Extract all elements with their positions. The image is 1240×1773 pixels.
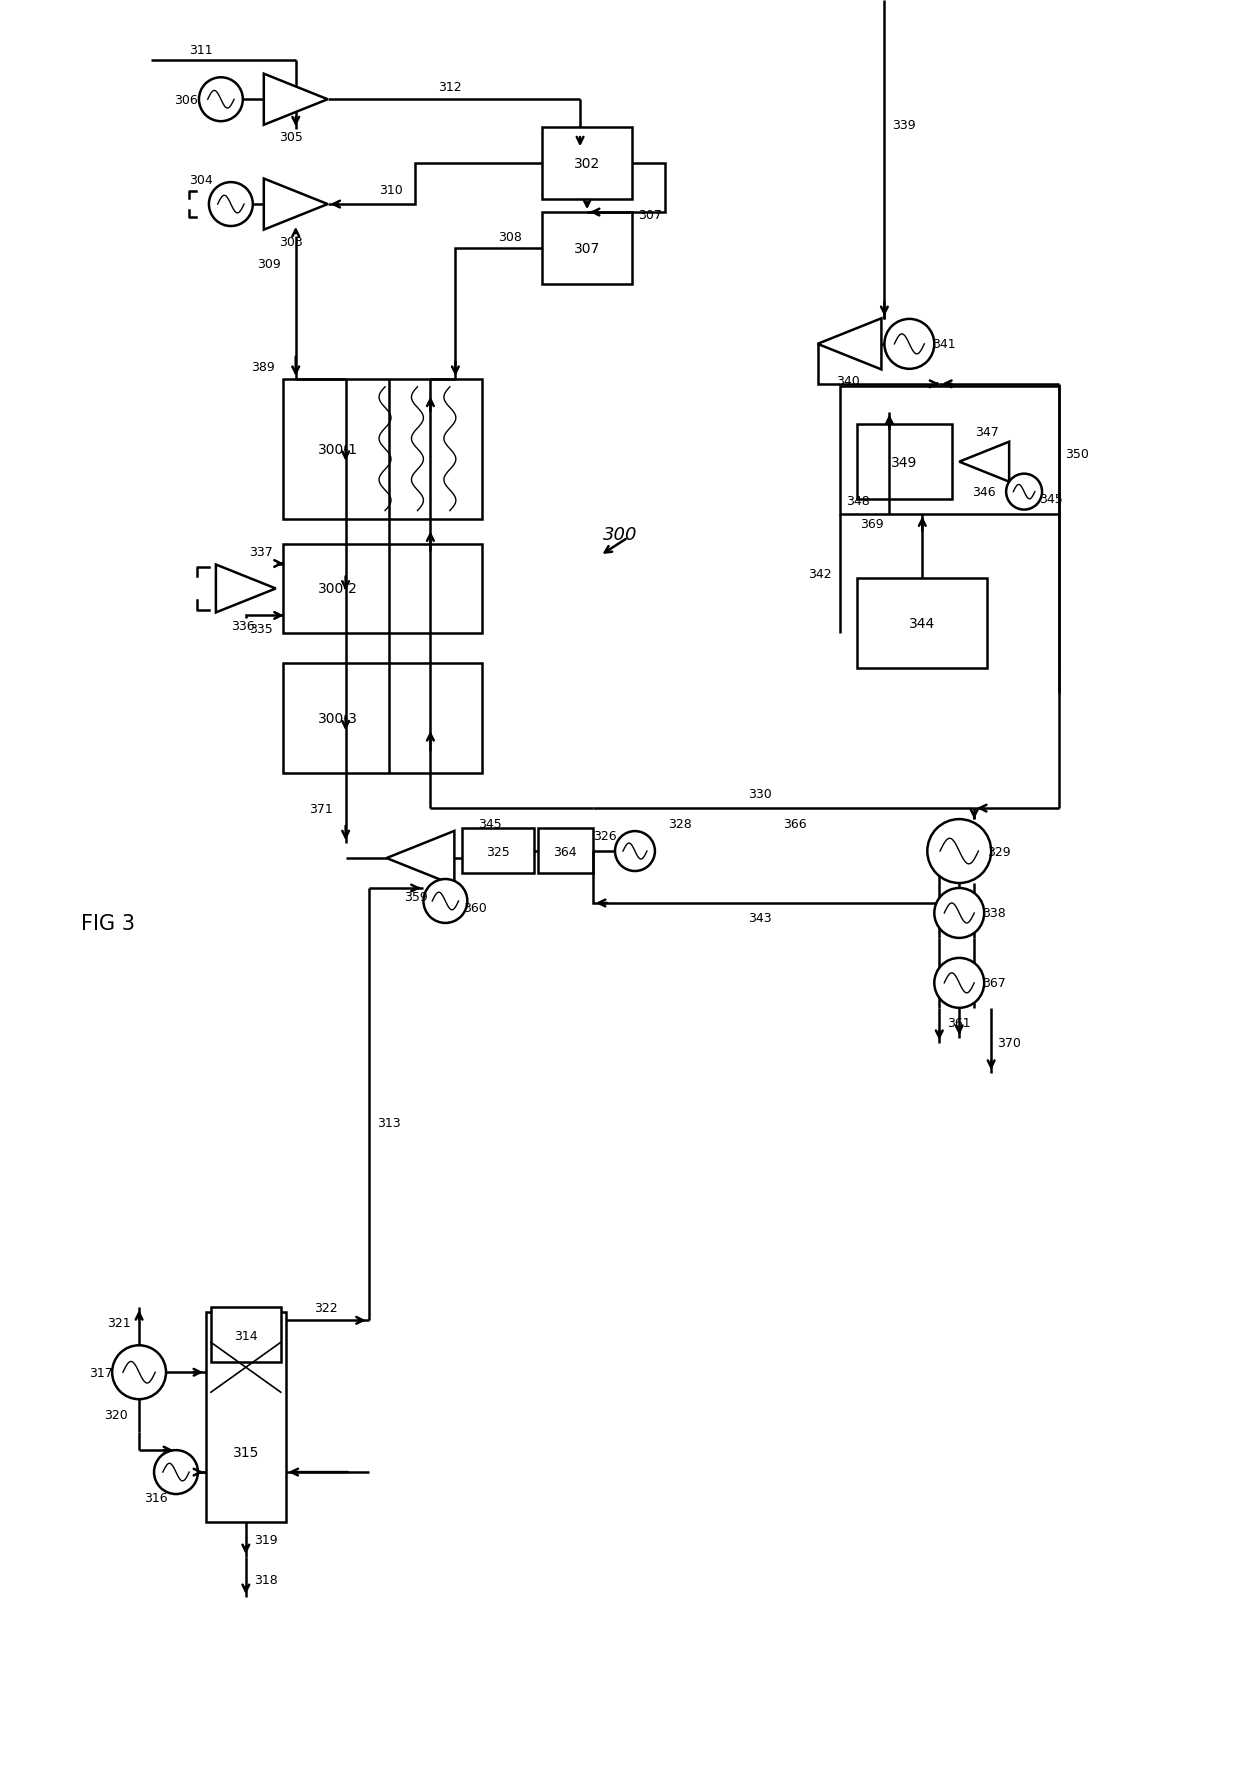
Text: 342: 342 [807, 567, 831, 582]
Text: 367: 367 [982, 977, 1006, 989]
Polygon shape [817, 319, 882, 371]
Text: 360: 360 [464, 902, 487, 915]
Polygon shape [960, 443, 1009, 482]
Circle shape [934, 959, 985, 1009]
Polygon shape [387, 832, 454, 886]
Text: 310: 310 [378, 183, 403, 197]
Text: 300: 300 [603, 525, 637, 543]
Text: 308: 308 [498, 230, 522, 243]
Polygon shape [264, 179, 327, 230]
Text: 339: 339 [893, 119, 916, 131]
Bar [858, 424, 952, 500]
Text: 316: 316 [144, 1491, 167, 1504]
Bar [206, 1312, 285, 1523]
Text: 346: 346 [972, 486, 996, 498]
Text: 322: 322 [314, 1301, 337, 1314]
Polygon shape [264, 74, 327, 126]
Circle shape [154, 1450, 198, 1495]
Bar [463, 828, 534, 874]
Text: FIG 3: FIG 3 [81, 913, 135, 933]
Text: 344: 344 [909, 617, 935, 631]
Text: 350: 350 [1065, 449, 1089, 461]
Text: 317: 317 [89, 1365, 113, 1379]
Bar [283, 544, 482, 635]
Text: 389: 389 [250, 362, 275, 374]
Circle shape [1006, 475, 1042, 511]
Bar [839, 387, 1059, 514]
Text: 312: 312 [439, 82, 463, 94]
Circle shape [423, 879, 467, 924]
Text: 302: 302 [574, 158, 600, 170]
Text: 309: 309 [257, 259, 280, 271]
Bar [211, 1308, 280, 1362]
Text: 338: 338 [982, 908, 1006, 920]
Text: 321: 321 [108, 1316, 131, 1330]
Text: 369: 369 [859, 518, 883, 530]
Text: 305: 305 [279, 131, 303, 144]
Text: 328: 328 [668, 817, 692, 830]
Text: 343: 343 [748, 911, 771, 926]
Text: 341: 341 [932, 339, 956, 351]
Text: 335: 335 [249, 622, 273, 635]
Text: 311: 311 [190, 44, 213, 57]
Circle shape [884, 319, 934, 369]
Text: 325: 325 [486, 846, 510, 858]
Circle shape [198, 78, 243, 122]
Text: 313: 313 [377, 1117, 401, 1129]
Text: 300-2: 300-2 [317, 582, 357, 596]
Text: 315: 315 [233, 1445, 259, 1459]
Text: 330: 330 [748, 787, 771, 800]
Text: 314: 314 [234, 1330, 258, 1342]
Circle shape [615, 832, 655, 872]
Text: 319: 319 [254, 1534, 278, 1546]
Text: 340: 340 [836, 376, 859, 388]
Polygon shape [216, 566, 275, 613]
Text: 347: 347 [976, 426, 999, 440]
Text: 303: 303 [279, 236, 303, 248]
Bar [858, 580, 987, 668]
Text: 307: 307 [574, 241, 600, 255]
Text: 371: 371 [309, 801, 332, 816]
Text: 345: 345 [479, 817, 502, 830]
Bar [283, 663, 482, 773]
Text: 300-3: 300-3 [317, 713, 357, 725]
Circle shape [934, 888, 985, 938]
Bar [283, 379, 482, 519]
Text: 307: 307 [639, 209, 662, 222]
Bar [542, 213, 632, 285]
Text: 364: 364 [553, 846, 577, 858]
Text: 320: 320 [104, 1408, 128, 1420]
Text: 349: 349 [892, 456, 918, 470]
Text: 337: 337 [249, 546, 273, 558]
Text: 318: 318 [254, 1573, 278, 1587]
Circle shape [112, 1346, 166, 1399]
Bar [538, 828, 593, 874]
Circle shape [928, 819, 991, 883]
Bar [542, 128, 632, 200]
Text: 304: 304 [188, 174, 213, 186]
Text: 345: 345 [1039, 493, 1063, 505]
Text: 306: 306 [174, 94, 198, 106]
Text: 370: 370 [997, 1037, 1021, 1050]
Text: 359: 359 [403, 892, 428, 904]
Circle shape [208, 183, 253, 227]
Text: 361: 361 [947, 1016, 971, 1030]
Text: 329: 329 [987, 846, 1011, 858]
Text: 300-1: 300-1 [317, 443, 357, 456]
Text: 366: 366 [782, 817, 806, 830]
Text: 336: 336 [231, 619, 254, 633]
Text: 326: 326 [593, 830, 616, 842]
Text: 348: 348 [846, 495, 869, 507]
